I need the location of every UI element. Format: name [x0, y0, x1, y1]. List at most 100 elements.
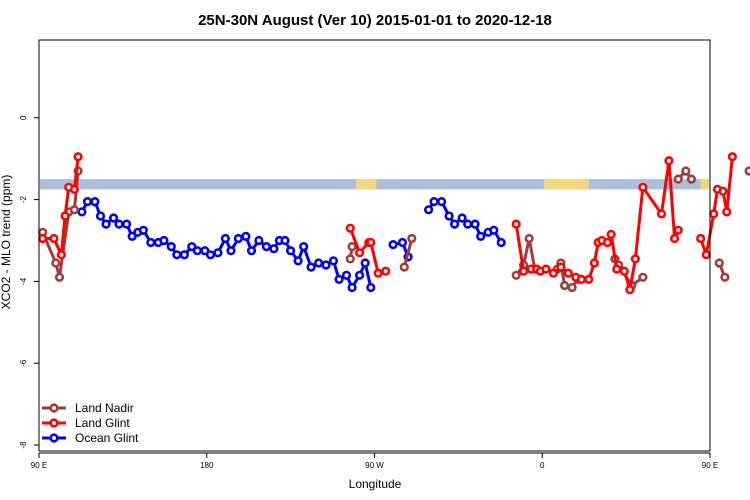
data-point: [714, 258, 724, 268]
data-point: [314, 258, 324, 268]
data-point: [54, 272, 65, 282]
data-point: [101, 219, 111, 229]
data-point: [280, 235, 290, 246]
y-tick-label: -4: [19, 277, 28, 285]
series-line: [402, 238, 414, 268]
data-point: [612, 264, 622, 274]
band-land-segment: [700, 179, 709, 190]
data-point: [341, 270, 352, 280]
x-axis-title: Longitude: [349, 477, 402, 491]
data-point: [638, 182, 648, 192]
data-point: [146, 237, 156, 248]
data-point: [114, 219, 124, 229]
data-point: [166, 242, 176, 252]
data-point: [360, 258, 370, 268]
data-point: [192, 246, 202, 256]
legend-item: Land Nadir: [42, 401, 134, 415]
x-tick-label: 90 W: [365, 461, 384, 470]
data-point: [345, 223, 355, 233]
y-axis: 0 -2 -4 -6 -8: [19, 115, 40, 449]
data-point: [463, 219, 473, 229]
y-tick-label: -8: [19, 441, 28, 449]
data-point: [556, 262, 566, 272]
landmask-band: [40, 179, 709, 190]
data-point: [172, 250, 182, 260]
series-line: [699, 156, 734, 257]
data-point: [407, 233, 417, 244]
data-point: [696, 233, 706, 244]
data-point: [286, 246, 296, 256]
legend-label: Land Nadir: [75, 401, 134, 415]
data-point: [437, 197, 447, 207]
data-point: [511, 270, 521, 280]
data-point: [718, 186, 728, 196]
data-point: [397, 237, 408, 248]
x-tick-label: 0: [540, 461, 545, 470]
series-land-glint: [38, 152, 738, 295]
series-line: [41, 170, 80, 279]
x-axis: 90 E 180 90 W 0 90 E: [31, 452, 718, 470]
data-point: [73, 152, 83, 162]
x-tick-label: 180: [200, 461, 214, 470]
x-tick-label: 90 E: [702, 461, 718, 470]
data-point: [457, 213, 467, 223]
y-tick-label: -2: [19, 195, 28, 203]
data-point: [602, 237, 613, 248]
data-point: [373, 268, 383, 278]
data-point: [90, 197, 100, 207]
y-axis-title: XCO2 - MLO trend (ppm): [0, 175, 13, 310]
data-point: [625, 285, 635, 295]
data-point: [200, 246, 210, 256]
data-point: [669, 233, 680, 244]
data-point: [321, 260, 331, 270]
data-point: [744, 166, 750, 176]
data-point: [496, 237, 506, 248]
series-layer: [38, 152, 750, 295]
y-tick-label: 0: [19, 115, 28, 120]
data-point: [686, 174, 697, 184]
data-point: [355, 270, 365, 280]
data-point: [138, 225, 148, 235]
data-point: [381, 266, 391, 276]
data-point: [51, 258, 61, 268]
legend-swatch-marker: [49, 418, 59, 428]
data-point: [205, 250, 216, 260]
legend-item: Land Glint: [42, 416, 130, 430]
data-point: [220, 233, 230, 244]
data-point: [619, 266, 629, 276]
data-point: [213, 248, 223, 258]
data-point: [179, 250, 189, 260]
data-point: [49, 233, 59, 244]
data-point: [366, 282, 376, 293]
data-point: [541, 264, 551, 274]
data-point: [269, 244, 279, 254]
data-point: [664, 156, 674, 166]
data-point: [489, 225, 499, 235]
data-point: [681, 166, 691, 176]
data-point: [524, 233, 534, 244]
legend-label: Ocean Glint: [75, 431, 139, 445]
data-point: [77, 207, 87, 217]
band-land-segment: [355, 179, 377, 190]
data-point: [424, 205, 434, 215]
data-point: [388, 240, 398, 250]
data-point: [548, 268, 559, 278]
data-point: [347, 242, 357, 252]
band-land-segment: [544, 179, 589, 190]
data-point: [656, 209, 667, 219]
data-point: [159, 235, 169, 246]
data-point: [722, 207, 732, 217]
data-point: [673, 225, 683, 235]
data-point: [518, 266, 529, 276]
x-tick-label: 90 E: [31, 461, 47, 470]
data-point: [709, 209, 719, 219]
legend-label: Land Glint: [75, 416, 130, 430]
data-point: [563, 268, 573, 278]
data-point: [673, 174, 683, 184]
legend-swatch-marker: [49, 433, 59, 443]
data-point: [293, 256, 303, 266]
data-point: [399, 262, 409, 272]
data-point: [56, 250, 67, 260]
